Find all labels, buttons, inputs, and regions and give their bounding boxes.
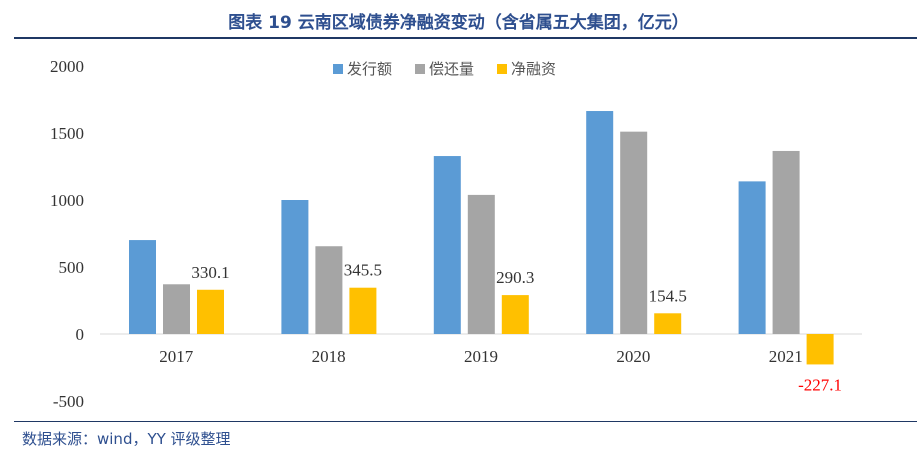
bar-净融资-2021 (806, 334, 834, 365)
x-tick-label: 2019 (464, 347, 498, 366)
legend-swatch-偿还量 (415, 64, 425, 74)
bar-净融资-2018 (349, 287, 377, 334)
y-tick-label: 2000 (50, 57, 84, 76)
data-label: -227.1 (798, 375, 842, 394)
bar-发行额-2018 (281, 200, 309, 334)
y-tick-label: 1000 (50, 191, 84, 210)
bar-发行额-2019 (433, 156, 461, 334)
x-tick-label: 2018 (312, 347, 346, 366)
legend-label: 发行额 (347, 60, 392, 78)
data-label: 154.5 (649, 286, 687, 305)
source-note: 数据来源：wind，YY 评级整理 (22, 430, 231, 448)
legend-swatch-发行额 (333, 64, 343, 74)
footer-divider (14, 421, 917, 422)
bar-偿还量-2021 (772, 150, 800, 334)
bar-偿还量-2020 (620, 131, 648, 334)
bar-偿还量-2019 (467, 194, 495, 334)
bar-偿还量-2018 (315, 246, 343, 334)
bar-偿还量-2017 (163, 284, 190, 334)
bar-发行额-2020 (586, 111, 614, 334)
y-tick-label: 0 (76, 325, 85, 344)
x-tick-label: 2017 (159, 347, 194, 366)
legend-label: 偿还量 (429, 60, 474, 78)
y-tick-label: 500 (59, 258, 85, 277)
y-tick-label: -500 (53, 392, 84, 411)
data-label: 290.3 (496, 268, 534, 287)
bar-净融资-2020 (654, 313, 682, 334)
data-label: 330.1 (191, 263, 229, 282)
bar-发行额-2021 (738, 181, 766, 334)
x-tick-label: 2020 (616, 347, 650, 366)
data-label: 345.5 (344, 261, 382, 280)
x-tick-label: 2021 (769, 347, 803, 366)
bar-发行额-2017 (129, 240, 156, 334)
legend-swatch-净融资 (497, 64, 507, 74)
bar-净融资-2017 (197, 289, 224, 334)
y-tick-label: 1500 (50, 124, 84, 143)
bar-净融资-2019 (501, 295, 529, 334)
legend-label: 净融资 (511, 60, 556, 78)
title-divider (14, 37, 917, 39)
chart-title: 图表 19 云南区域债券净融资变动（含省属五大集团，亿元） (228, 13, 689, 33)
